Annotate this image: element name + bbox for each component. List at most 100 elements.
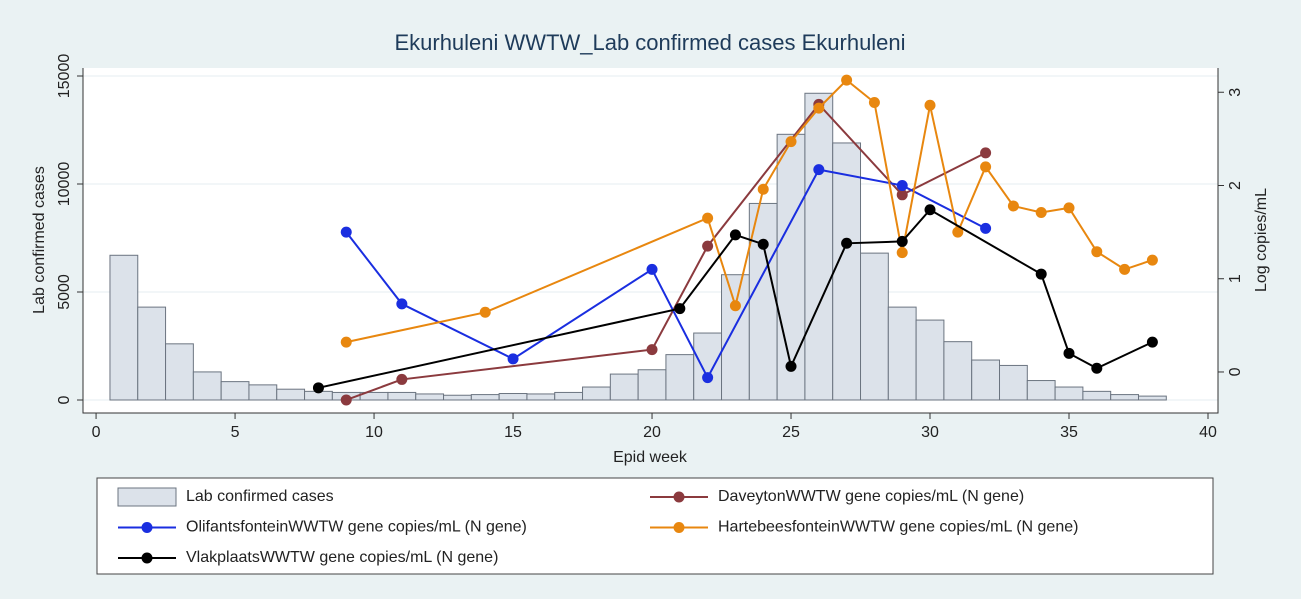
bar (637, 369, 667, 401)
bar (804, 92, 834, 401)
point (1035, 207, 1047, 219)
bar (1054, 386, 1084, 401)
x-axis-title: Epid week (613, 449, 688, 466)
point (674, 303, 686, 315)
point (702, 240, 714, 252)
legend-label: DaveytonWWTW gene copies/mL (N gene) (718, 488, 1024, 505)
point (729, 229, 741, 241)
point (896, 189, 908, 201)
bar (554, 391, 584, 401)
point (785, 360, 797, 372)
point (312, 382, 324, 394)
bar (276, 388, 306, 401)
bar (832, 142, 862, 401)
point (924, 99, 936, 111)
bar (1026, 380, 1056, 401)
bar (415, 393, 445, 401)
point (952, 226, 964, 238)
point (1146, 254, 1158, 266)
bar (860, 252, 889, 401)
legend-label: OlifantsfonteinWWTW gene copies/mL (N ge… (186, 519, 527, 536)
point (841, 237, 853, 249)
point (785, 136, 797, 148)
x-tick-label: 10 (365, 424, 383, 441)
point (729, 300, 741, 312)
y2-tick-label: 0 (1227, 367, 1244, 376)
x-tick-label: 40 (1199, 424, 1217, 441)
point (896, 179, 908, 191)
bar (609, 373, 639, 401)
point (757, 238, 769, 250)
point (980, 147, 992, 159)
legend-swatch (117, 487, 177, 507)
point (896, 247, 908, 259)
bar (220, 381, 250, 401)
bar (443, 394, 472, 401)
point (757, 183, 769, 195)
bar (887, 306, 917, 401)
x-tick-label: 5 (231, 424, 240, 441)
y2-tick-label: 2 (1227, 181, 1244, 190)
point (340, 336, 352, 348)
x-tick-label: 20 (643, 424, 661, 441)
point (868, 97, 880, 108)
point (1091, 362, 1103, 374)
point (896, 235, 908, 247)
point (1007, 200, 1019, 212)
point (646, 344, 658, 356)
x-tick-label: 25 (782, 424, 800, 441)
plot-area (83, 68, 1218, 413)
bar (1082, 390, 1112, 401)
bar (248, 384, 278, 401)
bar (1110, 394, 1139, 401)
point (924, 204, 936, 216)
bar (971, 359, 1001, 401)
bar (470, 394, 500, 401)
x-tick-label: 15 (504, 424, 522, 441)
x-tick-label: 30 (921, 424, 939, 441)
bar (915, 319, 945, 401)
point (479, 306, 491, 318)
bar (582, 386, 611, 401)
y2-axis-title: Log copies/mL (1253, 188, 1270, 292)
bar (721, 274, 750, 401)
point (1063, 347, 1075, 359)
bar (665, 354, 695, 401)
axes (82, 68, 1219, 414)
point (813, 164, 825, 176)
point (396, 373, 408, 385)
point (507, 353, 519, 365)
legend-marker (673, 522, 685, 533)
y2-tick-label: 1 (1227, 274, 1244, 283)
y2-tick-label: 3 (1227, 88, 1244, 97)
point (1146, 336, 1158, 348)
y-tick-label: 10000 (56, 162, 73, 207)
point (702, 212, 714, 224)
bar (1137, 395, 1167, 401)
chart-title: Ekurhuleni WWTW_Lab confirmed cases Ekur… (394, 30, 905, 55)
bar (192, 371, 222, 401)
point (813, 102, 825, 114)
y-tick-label: 15000 (56, 54, 73, 99)
point (646, 263, 658, 275)
y-axis-title: Lab confirmed cases (31, 166, 48, 314)
y-tick-label: 0 (56, 395, 73, 404)
bar (776, 133, 806, 401)
point (340, 394, 352, 406)
legend-marker (141, 552, 153, 564)
point (702, 372, 714, 384)
point (980, 222, 992, 234)
bar (109, 254, 139, 401)
bar (498, 393, 528, 401)
legend (96, 477, 1214, 575)
point (340, 226, 352, 238)
point (1035, 268, 1047, 280)
point (1119, 263, 1131, 275)
legend-marker (673, 491, 685, 503)
y-tick-label: 5000 (56, 274, 73, 310)
legend-marker (141, 522, 153, 533)
legend-label: HartebeesfonteinWWTW gene copies/mL (N g… (718, 519, 1078, 536)
bar (943, 341, 973, 401)
